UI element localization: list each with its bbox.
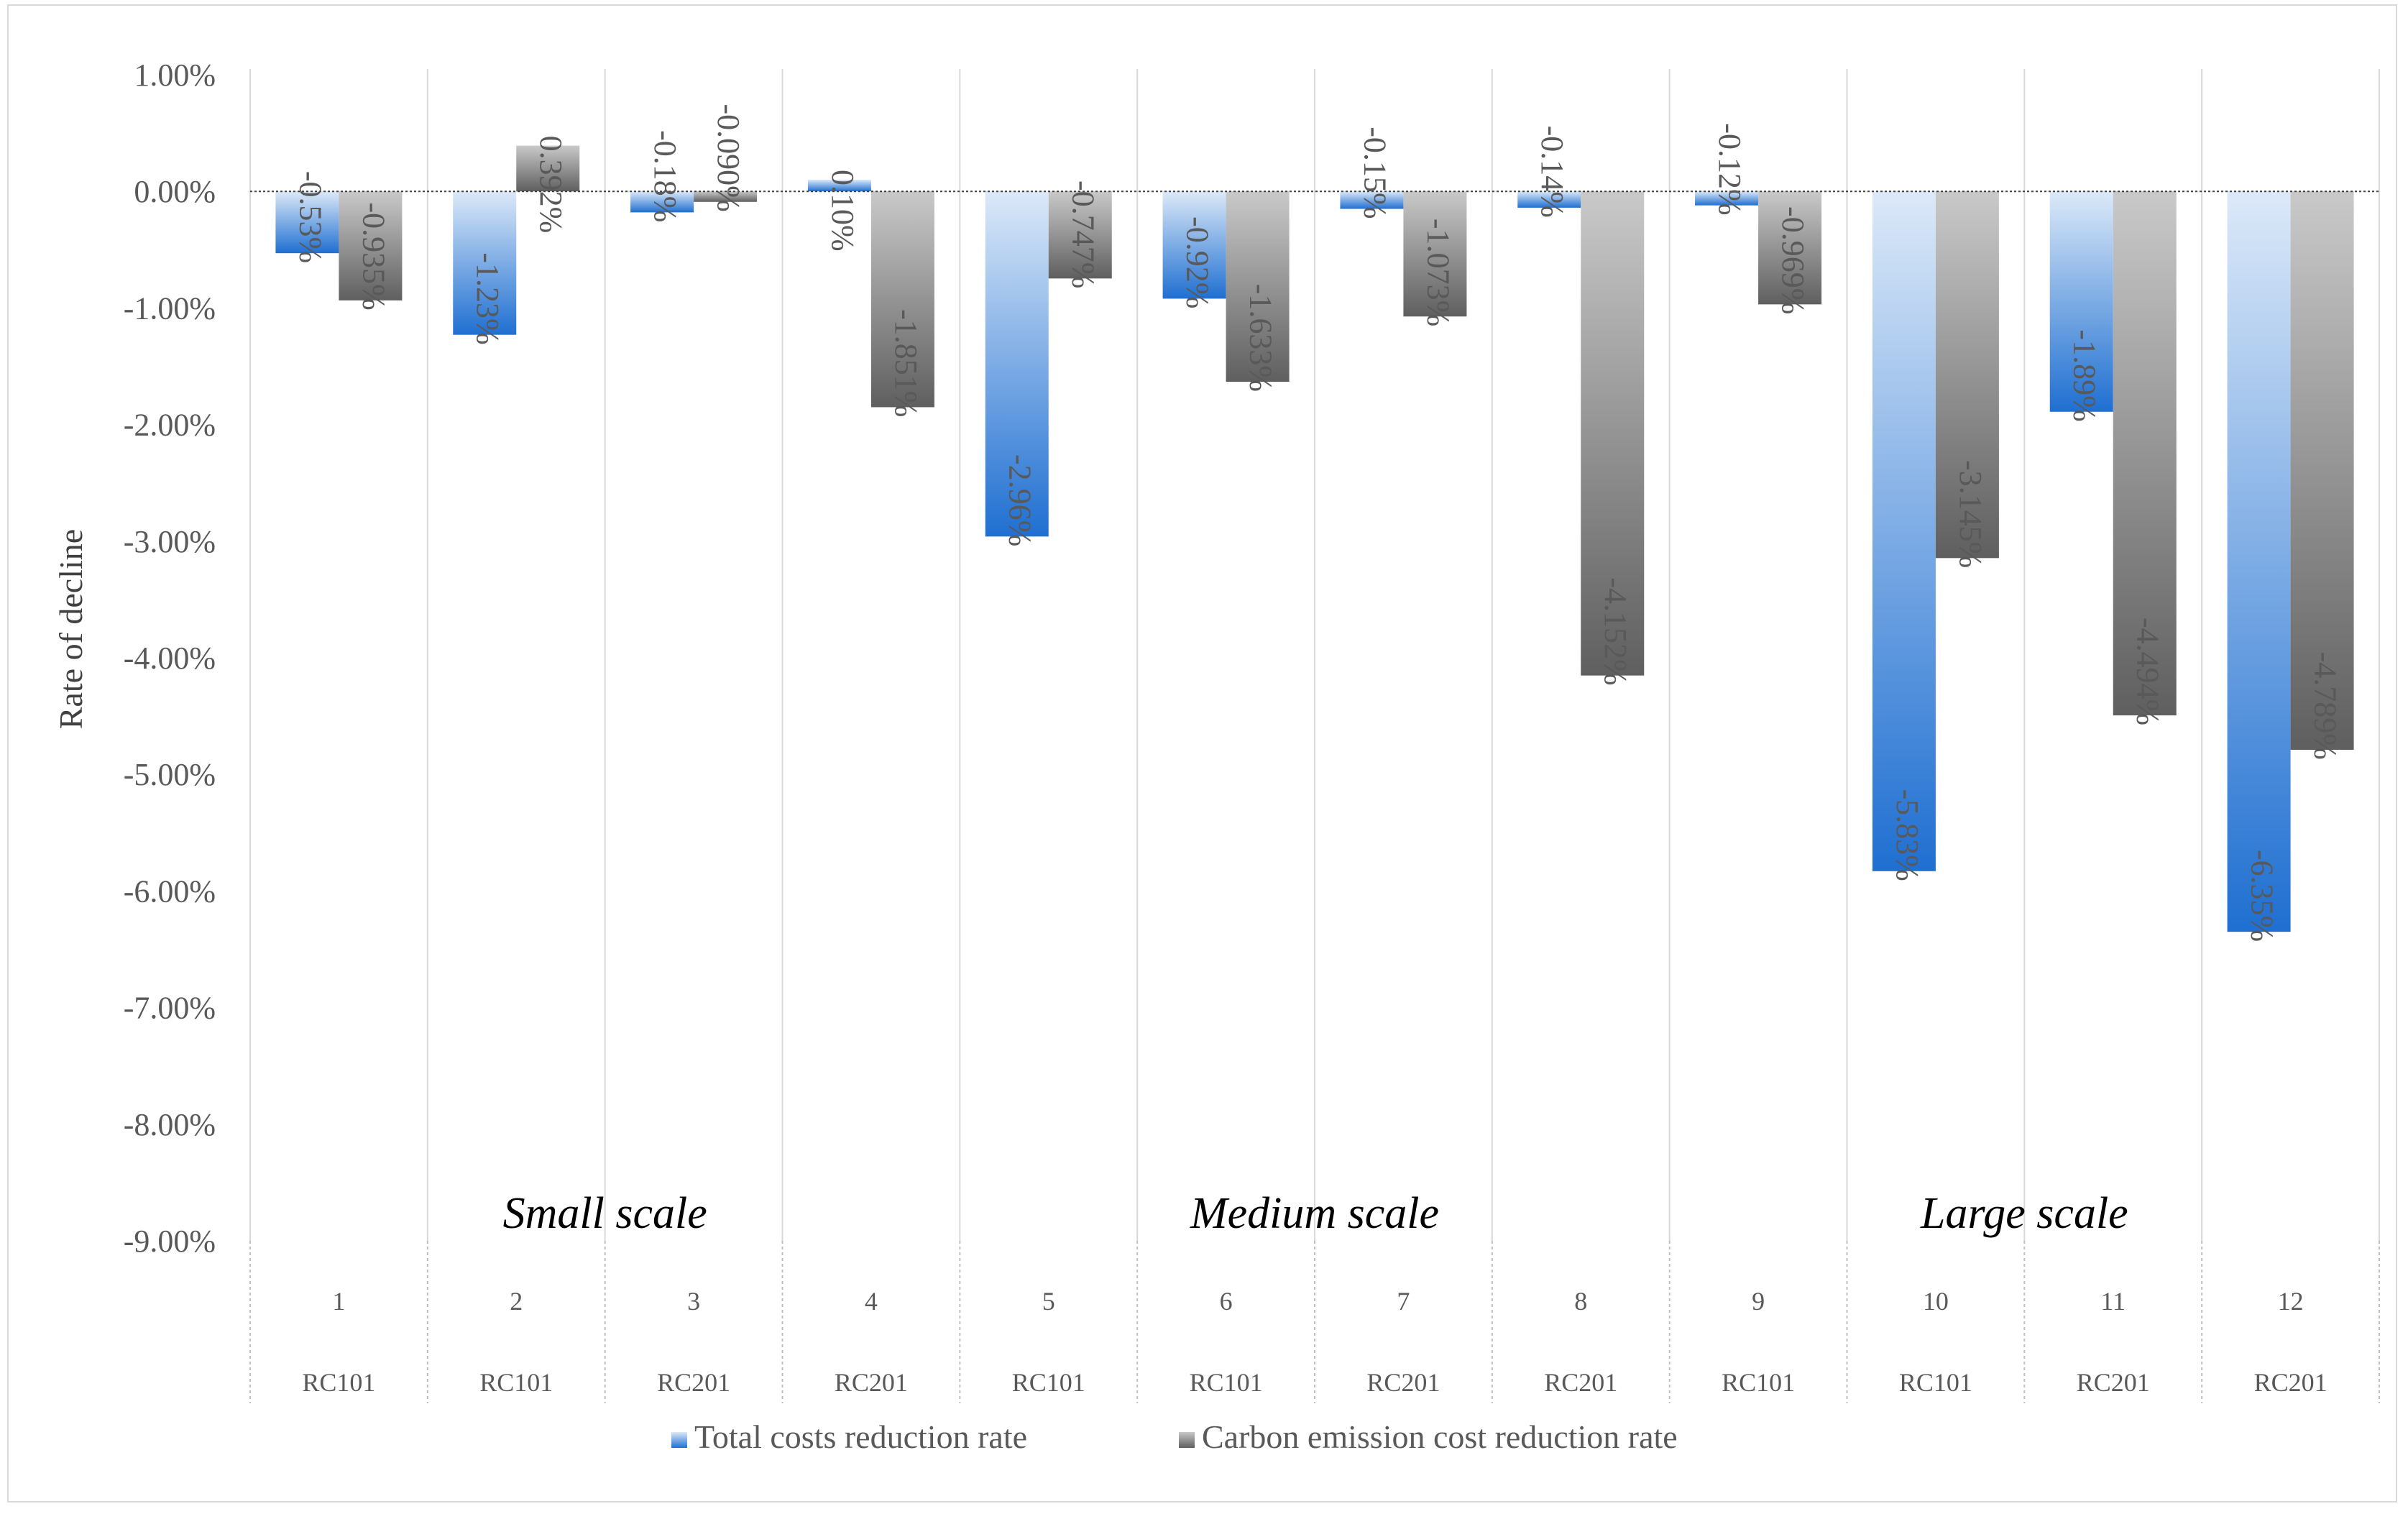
carbon-cost-bar (2290, 191, 2354, 750)
y-tick-label: -3.00% (124, 524, 216, 559)
legend-total-cost-label: Total costs reduction rate (694, 1418, 1027, 1455)
total-cost-data-label: -1.89% (2067, 329, 2103, 421)
category-number: 5 (1042, 1287, 1055, 1316)
carbon-cost-bar (1226, 191, 1290, 382)
total-cost-data-label: -0.12% (1712, 123, 1747, 215)
total-cost-bar (1517, 191, 1581, 208)
category-instance: RC101 (1722, 1368, 1795, 1397)
legend-carbon-cost-swatch (1179, 1432, 1195, 1448)
total-cost-data-label: -0.92% (1180, 216, 1215, 308)
y-axis-label: Rate of decline (52, 529, 89, 729)
carbon-cost-data-label: -0.747% (1066, 180, 1101, 288)
total-cost-bar (807, 179, 871, 192)
y-tick-label: -2.00% (124, 408, 216, 443)
category-number: 8 (1574, 1287, 1587, 1316)
carbon-cost-data-label: -0.090% (711, 104, 746, 211)
carbon-cost-data-label: -0.969% (1775, 206, 1811, 314)
category-instance: RC201 (2077, 1368, 2150, 1397)
category-number: 7 (1397, 1287, 1410, 1316)
y-tick-label: -8.00% (124, 1107, 216, 1142)
total-cost-data-label: -0.18% (648, 130, 683, 222)
category-instance: RC101 (479, 1368, 553, 1397)
category-instance: RC201 (2254, 1368, 2327, 1397)
carbon-cost-bar (1403, 191, 1467, 317)
y-tick-label: 0.00% (134, 174, 216, 209)
total-cost-bar (2049, 191, 2113, 412)
total-cost-data-label: -0.53% (293, 171, 328, 263)
y-tick-label: -6.00% (124, 873, 216, 909)
total-cost-bar (453, 191, 517, 335)
y-tick-label: -9.00% (124, 1224, 216, 1259)
carbon-cost-bar (1935, 191, 1999, 559)
category-number: 11 (2100, 1287, 2126, 1316)
carbon-cost-data-label: -1.633% (1243, 284, 1278, 392)
carbon-cost-data-label: -4.494% (2131, 618, 2166, 725)
category-number: 9 (1752, 1287, 1765, 1316)
legend-total-cost-swatch (671, 1432, 687, 1448)
total-cost-data-label: 0.10% (825, 170, 860, 252)
category-instance: RC201 (1366, 1368, 1440, 1397)
category-instance: RC101 (1190, 1368, 1263, 1397)
carbon-cost-data-label: 0.392% (533, 136, 569, 234)
carbon-cost-data-label: -0.935% (356, 203, 391, 311)
carbon-cost-bar (2113, 191, 2177, 716)
scale-group-label: Small scale (503, 1189, 707, 1238)
category-number: 2 (510, 1287, 523, 1316)
y-tick-label: -4.00% (124, 641, 216, 676)
carbon-cost-bar (339, 191, 403, 300)
category-instance: RC201 (657, 1368, 730, 1397)
total-cost-bar (1695, 191, 1759, 206)
scale-group-label: Large scale (1920, 1189, 2128, 1238)
category-instance: RC201 (1544, 1368, 1617, 1397)
total-cost-bar (1872, 191, 1936, 871)
y-tick-label: -5.00% (124, 757, 216, 792)
total-cost-data-label: -5.83% (1890, 789, 1925, 881)
category-instance: RC101 (1899, 1368, 1972, 1397)
carbon-cost-bar (1758, 191, 1822, 305)
category-instance: RC101 (1012, 1368, 1085, 1397)
carbon-cost-data-label: -1.073% (1420, 219, 1456, 326)
category-number: 10 (1923, 1287, 1949, 1316)
total-cost-bar (275, 191, 339, 254)
total-cost-bar (1162, 191, 1226, 299)
category-instance: RC101 (302, 1368, 375, 1397)
category-instance: RC201 (835, 1368, 908, 1397)
y-tick-label: -7.00% (124, 991, 216, 1026)
category-number: 3 (687, 1287, 700, 1316)
y-tick-label: -1.00% (124, 290, 216, 326)
carbon-cost-bar (1048, 191, 1112, 279)
carbon-cost-bar (694, 191, 758, 202)
scale-group-label: Medium scale (1190, 1189, 1439, 1238)
total-cost-data-label: -0.14% (1535, 126, 1570, 218)
total-cost-bar (630, 191, 694, 213)
y-tick-label: 1.00% (134, 58, 216, 93)
category-number: 6 (1220, 1287, 1233, 1316)
total-cost-data-label: -6.35% (2244, 850, 2279, 942)
carbon-cost-bar (1581, 191, 1645, 676)
carbon-cost-data-label: -4.789% (2307, 652, 2343, 760)
carbon-cost-bar (516, 145, 580, 192)
total-cost-data-label: -1.23% (470, 252, 505, 344)
total-cost-bar (985, 191, 1049, 537)
total-cost-bar (1340, 191, 1404, 209)
carbon-cost-data-label: -3.145% (1953, 460, 1988, 568)
category-number: 1 (332, 1287, 345, 1316)
carbon-cost-data-label: -4.152% (1598, 577, 1633, 685)
legend-carbon-cost-label: Carbon emission cost reduction rate (1202, 1418, 1678, 1455)
carbon-cost-data-label: -1.851% (888, 309, 924, 417)
total-cost-data-label: -0.15% (1357, 127, 1392, 219)
total-cost-data-label: -2.96% (1003, 454, 1038, 546)
carbon-cost-bar (870, 191, 934, 408)
category-number: 4 (865, 1287, 878, 1316)
category-number: 12 (2278, 1287, 2304, 1316)
total-cost-bar (2227, 191, 2291, 932)
